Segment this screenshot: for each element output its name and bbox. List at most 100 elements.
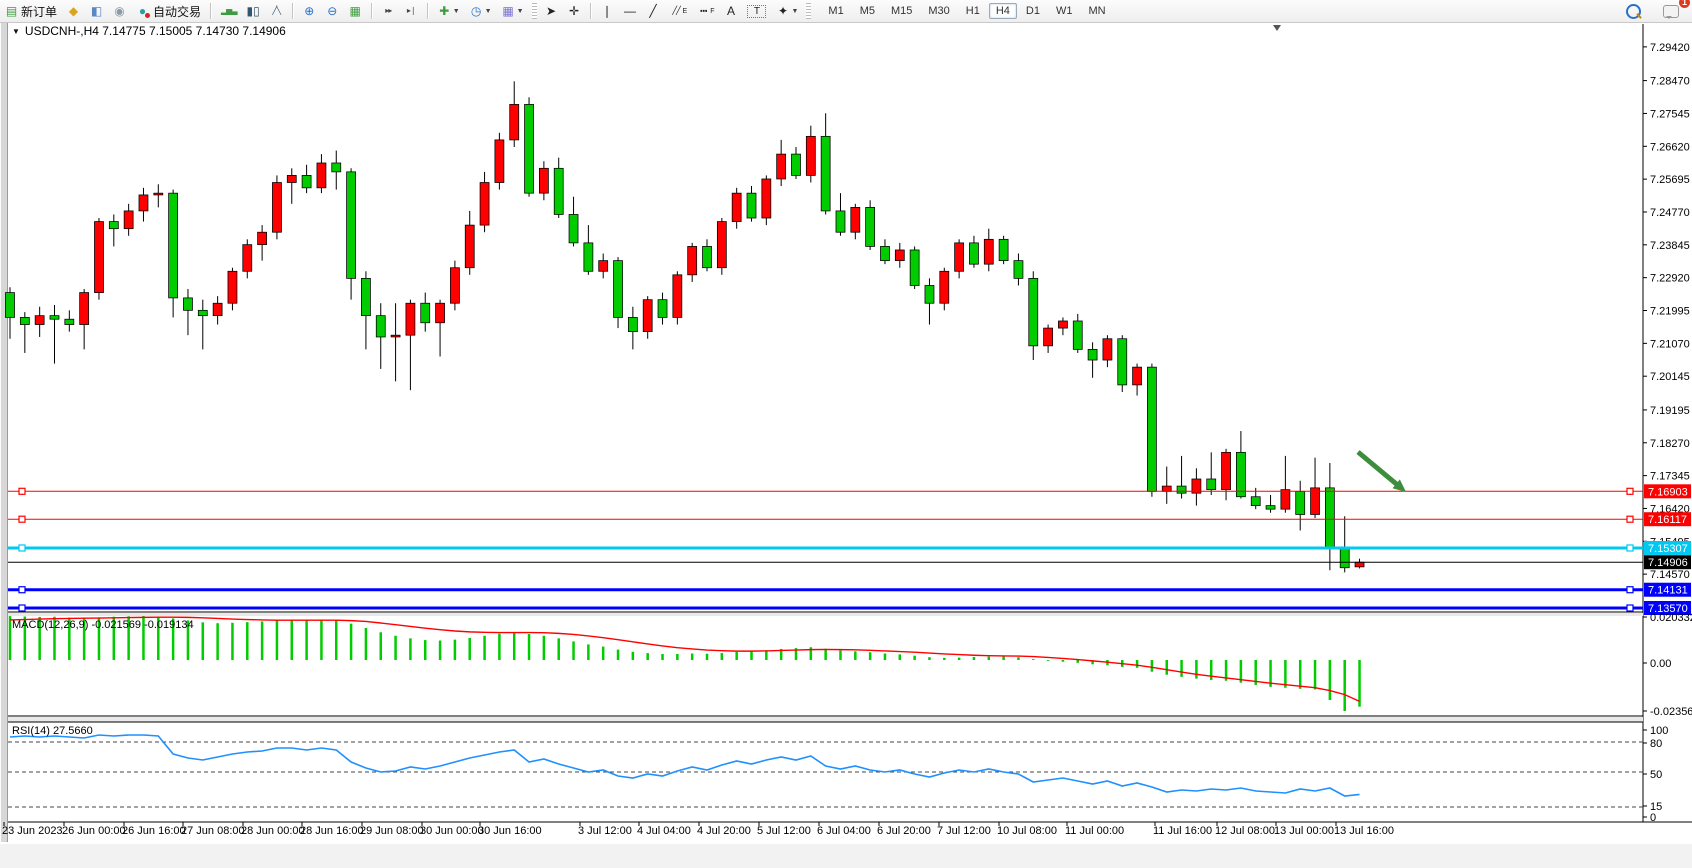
metaeditor-button[interactable]: ◆ (63, 2, 84, 20)
svg-text:4 Jul 04:00: 4 Jul 04:00 (637, 825, 691, 837)
svg-text:7.21995: 7.21995 (1650, 306, 1690, 318)
icon-subscript: E (682, 7, 688, 15)
zoom-in-button[interactable]: ⊕ (299, 2, 320, 20)
auto-scroll-button[interactable]: ▸▸ (378, 2, 399, 20)
dropdown-caret-icon: ▼ (452, 7, 460, 15)
bid-price-line: 7.14906 (8, 555, 1691, 570)
trendline-icon: ╱ (649, 4, 657, 18)
chart-dropdown-caret[interactable]: ▼ (12, 26, 20, 36)
svg-text:12 Jul 08:00: 12 Jul 08:00 (1215, 825, 1275, 837)
templates-button[interactable]: ▦ ▼ (498, 2, 528, 20)
crosshair-button[interactable]: ✛ (564, 2, 585, 20)
svg-text:3 Jul 12:00: 3 Jul 12:00 (578, 825, 632, 837)
svg-text:30 Jun 16:00: 30 Jun 16:00 (478, 825, 542, 837)
svg-text:10 Jul 08:00: 10 Jul 08:00 (997, 825, 1057, 837)
cursor-button[interactable]: ➤ (541, 2, 562, 20)
timeframe-m1[interactable]: M1 (828, 5, 844, 17)
vertical-line-button[interactable]: ❘ (597, 2, 618, 20)
chart-shift-button[interactable]: ▸❘ (401, 2, 422, 20)
svg-text:26 Jun 00:00: 26 Jun 00:00 (62, 825, 126, 837)
auto-scroll-icon: ▸▸ (385, 6, 392, 15)
svg-text:0.020332: 0.020332 (1650, 612, 1692, 624)
svg-text:7.24770: 7.24770 (1650, 207, 1690, 219)
svg-text:0.00: 0.00 (1650, 658, 1671, 670)
dropdown-caret-icon: ▼ (791, 7, 799, 15)
terminal-icon: ◧ (90, 4, 103, 18)
equidistant-channel-icon: ╱╱ (672, 6, 681, 15)
vertical-line-icon: ❘ (602, 4, 613, 18)
autotrading-button-label: 自动交易 (153, 4, 202, 19)
svg-text:7.22920: 7.22920 (1650, 273, 1690, 285)
svg-text:7 Jul 12:00: 7 Jul 12:00 (937, 825, 991, 837)
svg-text:28 Jun 16:00: 28 Jun 16:00 (300, 825, 364, 837)
chat-button[interactable]: 1 (1647, 0, 1690, 20)
new-order-button[interactable]: ▤ 新订单 (1, 2, 61, 20)
svg-text:26 Jun 16:00: 26 Jun 16:00 (122, 825, 186, 837)
timeframe-mn[interactable]: MN (1088, 5, 1106, 17)
autotrading-icon: ● (138, 4, 147, 18)
cursor-icon: ➤ (546, 4, 557, 18)
svg-text:27 Jun 08:00: 27 Jun 08:00 (181, 825, 245, 837)
svg-text:7.18270: 7.18270 (1650, 438, 1690, 450)
line-chart-button[interactable]: ╱╲ (266, 2, 287, 20)
toolbar-separator (210, 3, 213, 19)
toolbar-separator (370, 3, 373, 19)
indicators-button[interactable]: ✚ ▼ (434, 2, 464, 20)
price-axis: 7.29420 7.28470 7.27545 7.26620 7.25695 7.247… (1643, 42, 1690, 581)
terminal-button[interactable]: ◧ (86, 2, 107, 20)
dropdown-caret-icon: ▼ (484, 7, 492, 15)
text-label-button[interactable]: T (743, 2, 770, 20)
pane-borders (8, 24, 1692, 823)
svg-text:7.14570: 7.14570 (1650, 569, 1690, 581)
arrow-object[interactable] (1356, 450, 1406, 492)
fibonacci-button[interactable]: ┅ F (693, 2, 718, 20)
toolbar-grip (531, 3, 537, 19)
svg-text:7.14131: 7.14131 (1648, 585, 1688, 597)
svg-text:7.29420: 7.29420 (1650, 42, 1690, 54)
horizontal-line-button[interactable]: — (620, 2, 641, 20)
candlestick-chart-button[interactable]: ▮▯ (243, 2, 264, 20)
timeframe-m30[interactable]: M30 (928, 5, 950, 17)
timeframe-h4[interactable]: H4 (988, 3, 1017, 19)
macd-pane: 0.020332 0.00 -0.023565 MACD(12,26,9) -0.02… (8, 612, 1692, 718)
timeframe-h1[interactable]: H1 (965, 5, 980, 17)
horizontal-line-objects[interactable]: 7.16903 7.16117 7.15307 7.14131 7.13570 (8, 484, 1691, 615)
svg-text:7.15307: 7.15307 (1648, 543, 1688, 555)
fibonacci-icon: ┅ (700, 4, 708, 18)
svg-text:7.26620: 7.26620 (1650, 141, 1690, 153)
bar-chart-button[interactable]: ▂▅▃ (217, 2, 240, 20)
search-icon (1626, 3, 1641, 19)
svg-text:7.16117: 7.16117 (1648, 514, 1687, 526)
search-button[interactable] (1622, 2, 1645, 20)
timeframe-w1[interactable]: W1 (1055, 5, 1073, 17)
periods-button[interactable]: ◷ ▼ (466, 2, 496, 20)
trendline-button[interactable]: ╱ (643, 2, 664, 20)
svg-text:0: 0 (1650, 812, 1656, 824)
svg-text:23 Jun 2023: 23 Jun 2023 (2, 825, 63, 837)
text-button[interactable]: A (720, 2, 741, 20)
signals-button[interactable]: ◉ (109, 2, 130, 20)
timeframe-d1[interactable]: D1 (1025, 5, 1040, 17)
svg-text:7.19195: 7.19195 (1650, 405, 1690, 417)
timeframe-m5[interactable]: M5 (859, 5, 875, 17)
chart-shift-marker (1273, 25, 1281, 31)
text-icon: A (726, 4, 735, 18)
zoom-out-button[interactable]: ⊖ (322, 2, 343, 20)
svg-text:MACD(12,26,9) -0.021569 -0.019: MACD(12,26,9) -0.021569 -0.019134 (12, 619, 194, 631)
chart-canvas[interactable]: 7.29420 7.28470 7.27545 7.26620 7.25695 7.247… (0, 22, 1692, 846)
svg-text:11 Jul 00:00: 11 Jul 00:00 (1065, 825, 1124, 837)
autotrading-button[interactable]: ● 自动交易 (132, 2, 205, 20)
tile-windows-icon: ▦ (349, 4, 361, 18)
svg-text:7.28470: 7.28470 (1650, 76, 1690, 88)
chat-icon (1663, 4, 1679, 19)
svg-text:6 Jul 20:00: 6 Jul 20:00 (877, 825, 931, 837)
timeframe-m15[interactable]: M15 (890, 5, 913, 17)
window-bottom-strip (0, 844, 1692, 868)
equidistant-channel-button[interactable]: ╱╱ E (666, 2, 692, 20)
svg-text:80: 80 (1650, 738, 1662, 750)
svg-text:29 Jun 08:00: 29 Jun 08:00 (360, 825, 424, 837)
tile-windows-button[interactable]: ▦ (345, 2, 366, 20)
arrows-button[interactable]: ✦ ▼ (772, 2, 802, 20)
